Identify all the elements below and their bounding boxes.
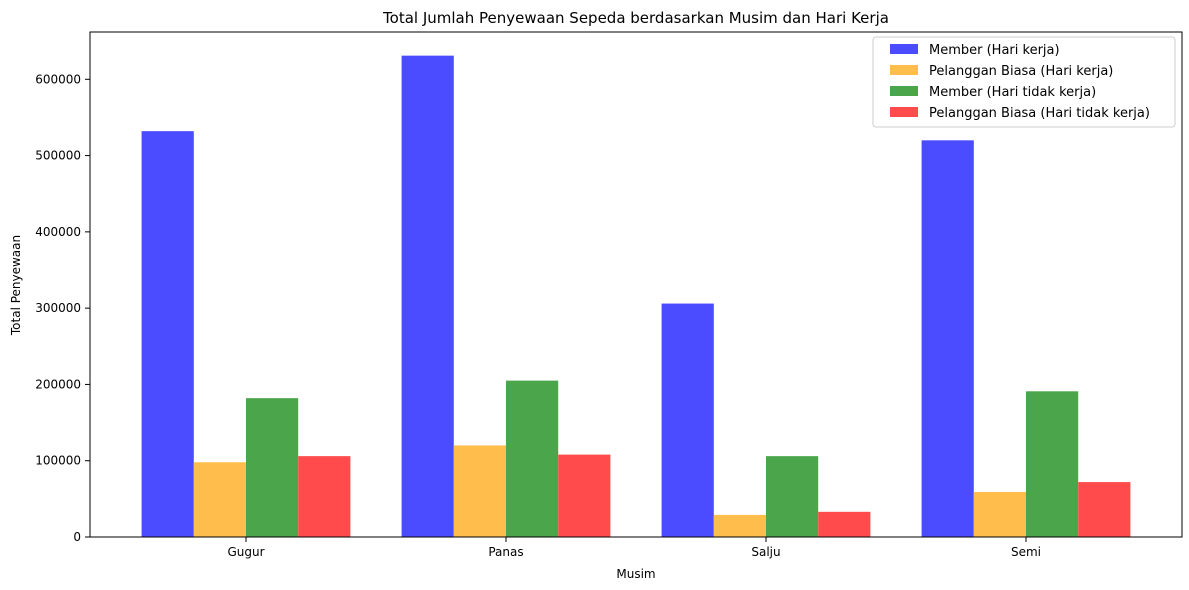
bar-salju-series-4 xyxy=(818,511,871,537)
plot-frame xyxy=(89,31,1183,538)
y-tick-label: 100000 xyxy=(35,454,81,468)
y-tick-label: 0 xyxy=(73,530,81,544)
x-tick-label-semi: Semi xyxy=(1011,545,1041,559)
y-axis-ticks: 0 100000 200000 300000 400000 500000 600000 xyxy=(35,72,90,544)
bar-semi-series-4 xyxy=(1078,482,1131,537)
x-tick-label-salju: Salju xyxy=(751,545,780,559)
bar-salju-series-3 xyxy=(766,456,819,537)
y-tick-label: 500000 xyxy=(35,149,81,163)
bar-salju-series-1 xyxy=(661,303,714,537)
y-tick-label: 200000 xyxy=(35,377,81,391)
x-axis-ticks: Gugur Panas Salju Semi xyxy=(227,537,1041,559)
bar-semi-series-3 xyxy=(1026,391,1079,537)
bar-semi-series-2 xyxy=(973,491,1026,537)
bars-layer xyxy=(141,55,1131,538)
legend-swatch-1 xyxy=(890,44,918,54)
legend: Member (Hari kerja) Pelanggan Biasa (Hari… xyxy=(872,36,1176,128)
legend-label-2: Pelanggan Biasa (Hari kerja) xyxy=(929,64,1113,79)
chart-title: Total Jumlah Penyewaan Sepeda berdasarka… xyxy=(382,9,889,27)
y-axis-label: Total Penyewaan xyxy=(9,235,23,336)
x-tick-label-gugur: Gugur xyxy=(227,545,264,559)
bar-gugur-series-4 xyxy=(298,456,351,537)
y-tick-label: 600000 xyxy=(35,72,81,86)
legend-swatch-3 xyxy=(890,86,918,96)
legend-swatch-4 xyxy=(890,107,918,117)
legend-box xyxy=(872,36,1176,128)
bar-panas-series-2 xyxy=(453,445,506,537)
bar-panas-series-1 xyxy=(401,55,454,538)
bar-gugur-series-1 xyxy=(141,131,194,538)
bar-salju-series-2 xyxy=(713,514,766,537)
legend-label-3: Member (Hari tidak kerja) xyxy=(929,85,1096,100)
bar-semi-series-1 xyxy=(921,140,974,537)
y-tick-label: 400000 xyxy=(35,225,81,239)
bar-gugur-series-2 xyxy=(193,462,246,537)
legend-label-1: Member (Hari kerja) xyxy=(929,43,1060,58)
x-tick-label-panas: Panas xyxy=(488,545,523,559)
legend-label-4: Pelanggan Biasa (Hari tidak kerja) xyxy=(929,106,1150,121)
y-tick-label: 300000 xyxy=(35,301,81,315)
x-axis-label: Musim xyxy=(616,567,655,581)
bar-panas-series-4 xyxy=(558,454,611,537)
bar-panas-series-3 xyxy=(506,380,559,537)
legend-swatch-2 xyxy=(890,65,918,75)
bar-gugur-series-3 xyxy=(246,398,299,537)
